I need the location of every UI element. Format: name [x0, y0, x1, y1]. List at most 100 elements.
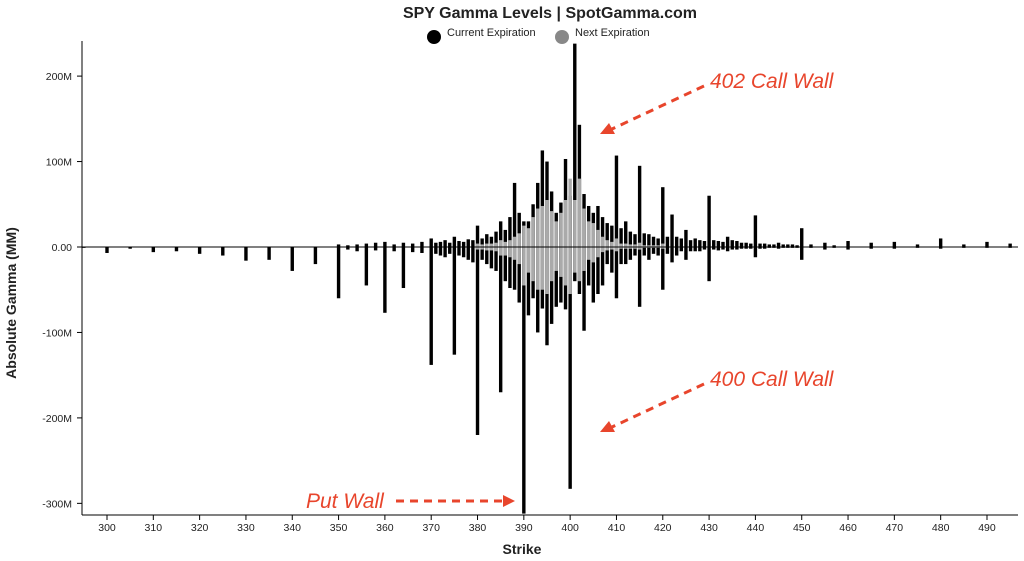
current-positive-bar — [702, 241, 707, 247]
current-negative-bar — [438, 247, 443, 256]
current-positive-bar — [485, 234, 489, 247]
current-positive-bar — [776, 242, 781, 247]
next-negative-bar — [637, 247, 642, 250]
current-negative-bar — [702, 247, 707, 250]
x-tick-label: 350 — [330, 522, 348, 534]
next-negative-bar — [582, 247, 586, 271]
x-tick-label: 360 — [376, 522, 394, 534]
current-negative-bar — [869, 247, 873, 249]
current-negative-bar — [610, 247, 614, 273]
next-positive-bar — [503, 241, 508, 247]
current-negative-bar — [452, 247, 457, 355]
current-positive-bar — [781, 244, 785, 247]
current-positive-bar — [707, 195, 711, 247]
current-positive-bar — [508, 217, 512, 247]
current-positive-bar — [985, 241, 989, 247]
current-negative-bar — [605, 247, 609, 265]
current-negative-bar — [434, 247, 438, 254]
x-tick-label: 490 — [978, 522, 996, 534]
current-negative-bar — [489, 247, 494, 269]
current-positive-bar — [494, 231, 498, 247]
current-positive-bar — [420, 241, 424, 247]
current-positive-bar — [749, 243, 753, 247]
current-negative-bar — [823, 247, 827, 250]
next-negative-bar — [517, 247, 521, 265]
current-positive-bar — [434, 242, 438, 247]
current-negative-bar — [151, 247, 156, 253]
next-negative-bar — [633, 247, 637, 249]
current-positive-bar — [443, 240, 447, 247]
y-tick-label: 200M — [46, 71, 72, 83]
next-negative-bar — [494, 247, 498, 252]
current-positive-bar — [512, 182, 517, 247]
current-positive-bar — [373, 242, 378, 247]
current-negative-bar — [174, 247, 179, 252]
y-tick-label: -300M — [42, 498, 72, 510]
next-positive-bar — [489, 243, 494, 247]
current-negative-bar — [485, 247, 489, 265]
annotation-put-wall: Put Wall — [306, 490, 385, 513]
current-negative-bar — [197, 247, 202, 254]
current-negative-bar — [938, 247, 943, 249]
current-negative-bar — [373, 247, 378, 251]
current-positive-bar — [762, 243, 767, 247]
current-positive-bar — [656, 238, 660, 247]
next-positive-bar — [545, 200, 549, 247]
current-negative-bar — [614, 247, 619, 299]
chart-title: SPY Gamma Levels | SpotGamma.com — [403, 5, 697, 22]
legend-label-current: Current Expiration — [447, 27, 536, 39]
current-negative-bar — [461, 247, 466, 258]
current-positive-bar — [429, 238, 433, 247]
current-positive-bar — [661, 187, 665, 247]
x-tick-label: 390 — [515, 522, 533, 534]
current-positive-bar — [753, 215, 758, 247]
current-negative-bar — [619, 247, 623, 265]
x-tick-label: 320 — [191, 522, 209, 534]
current-negative-bar — [401, 247, 406, 289]
current-negative-bar — [753, 247, 758, 258]
current-positive-bar — [336, 244, 341, 247]
annotation-402-arrowhead — [600, 123, 615, 134]
current-positive-bar — [915, 244, 920, 247]
current-positive-bar — [772, 244, 776, 247]
current-negative-bar — [688, 247, 693, 252]
current-positive-bar — [712, 240, 716, 247]
next-positive-bar — [498, 240, 503, 247]
current-positive-bar — [471, 240, 475, 247]
current-negative-bar — [364, 247, 369, 286]
current-negative-bar — [744, 247, 748, 249]
current-positive-bar — [596, 205, 600, 247]
current-negative-bar — [674, 247, 679, 256]
next-negative-bar — [605, 247, 609, 251]
current-negative-bar — [892, 247, 897, 249]
next-negative-bar — [526, 247, 531, 273]
current-negative-bar — [800, 247, 804, 260]
y-tick-label: 0.00 — [52, 242, 73, 254]
next-negative-bar — [485, 247, 489, 251]
next-positive-bar — [485, 243, 489, 247]
next-negative-bar — [619, 247, 623, 249]
current-positive-bar — [637, 165, 642, 247]
current-positive-bar — [498, 221, 503, 247]
current-negative-bar — [346, 247, 350, 250]
next-negative-bar — [559, 247, 563, 277]
current-positive-bar — [624, 221, 628, 247]
axes — [81, 41, 1018, 516]
next-positive-bar — [656, 245, 660, 247]
current-positive-bar — [410, 243, 415, 247]
current-positive-bar — [790, 244, 795, 247]
current-positive-bar — [466, 239, 470, 247]
next-positive-bar — [480, 244, 484, 247]
current-negative-bar — [684, 247, 688, 260]
next-negative-bar — [549, 247, 554, 282]
current-negative-bar — [494, 247, 498, 271]
next-negative-bar — [568, 247, 572, 294]
x-tick-label: 430 — [700, 522, 718, 534]
current-positive-bar — [962, 244, 966, 247]
next-positive-bar — [573, 200, 577, 247]
current-positive-bar — [489, 236, 494, 247]
next-positive-bar — [628, 244, 633, 247]
next-negative-bar — [563, 247, 568, 286]
next-positive-bar — [637, 242, 642, 247]
next-positive-bar — [647, 245, 651, 247]
